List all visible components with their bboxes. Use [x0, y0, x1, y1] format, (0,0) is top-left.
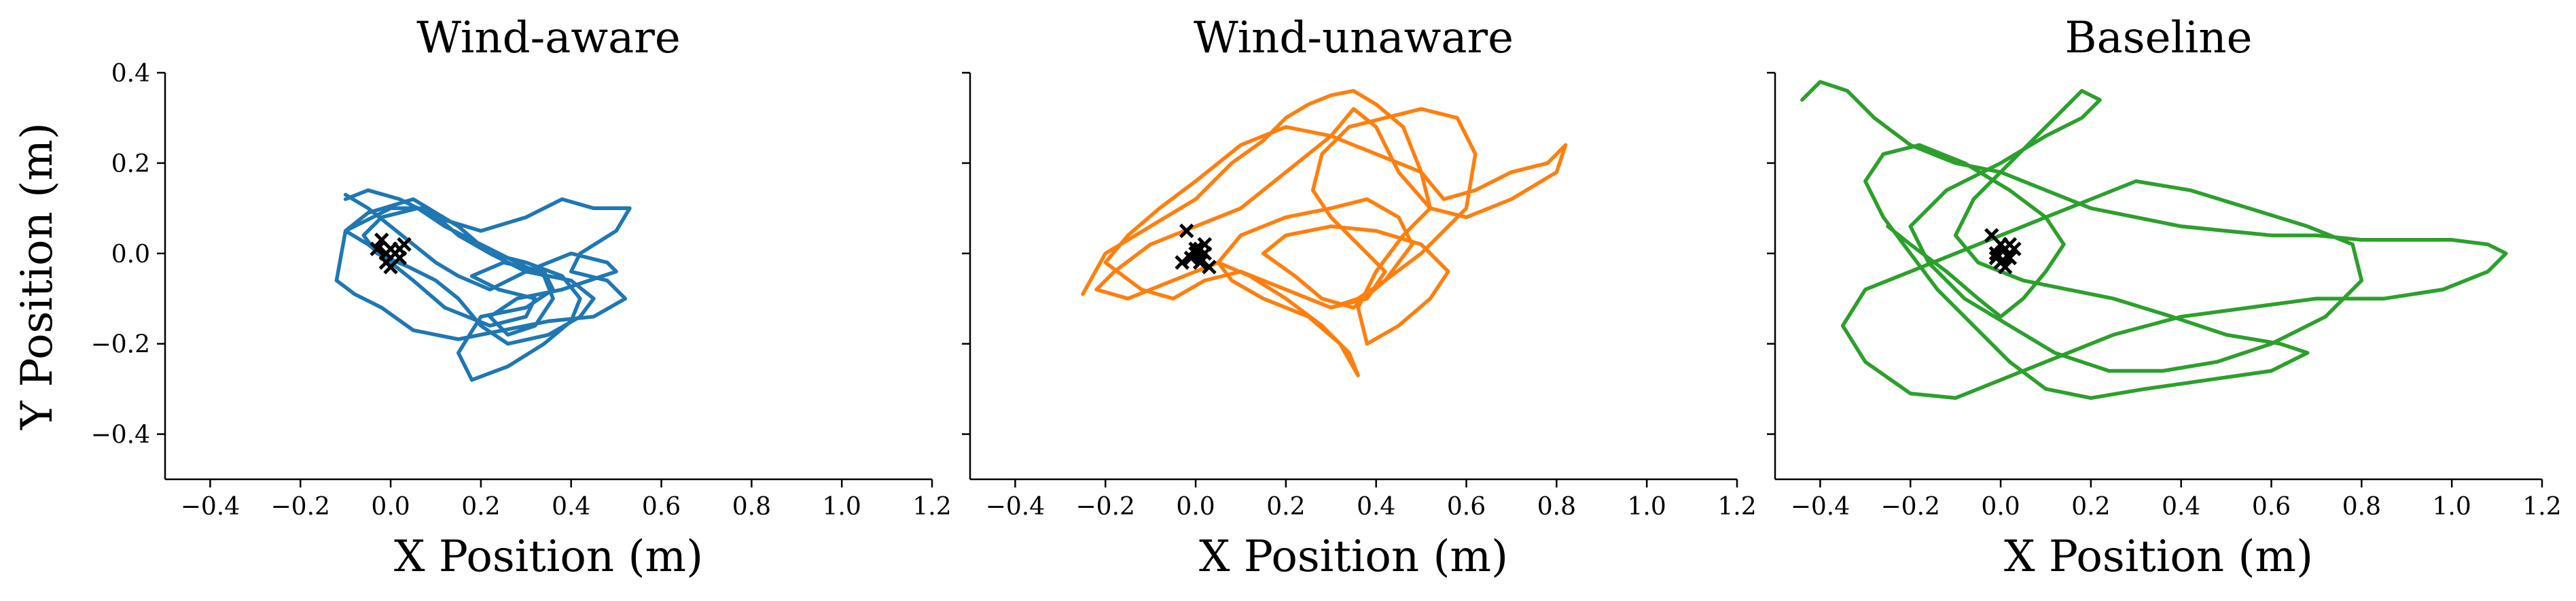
- panel-3: −0.4 −0.2 0.0 0.2 0.4 0.6 0.8 1.0 1.2 Baseline X P…: [1767, 13, 2562, 582]
- x-tick-label: 0.2: [461, 493, 500, 521]
- x-tick-label: 0.6: [642, 493, 681, 521]
- x-tick-label: 0.4: [2162, 493, 2200, 521]
- trajectory-line: [1081, 88, 1568, 377]
- x-axis-label: X Position (m): [2004, 532, 2313, 582]
- x-marker: [1188, 241, 1203, 256]
- y-tick-label: 0.0: [111, 241, 150, 269]
- trajectory-line: [1800, 80, 2508, 400]
- x-tick-label: 1.0: [2433, 493, 2471, 521]
- x-tick-label: −0.4: [181, 493, 240, 521]
- goal-markers: [1175, 223, 1217, 275]
- x-marker: [1179, 223, 1194, 239]
- x-tick-label: 0.0: [1176, 493, 1215, 521]
- x-tick-label: −0.4: [986, 493, 1045, 521]
- x-tick-label: −0.2: [1881, 493, 1940, 521]
- x-tick-label: 1.2: [2522, 493, 2561, 521]
- x-tick-label: 0.6: [2252, 493, 2291, 521]
- panel-2: −0.4 −0.2 0.0 0.2 0.4 0.6 0.8 1.0 1.2 Wind-unawar…: [962, 13, 1757, 582]
- y-tick-label: −0.2: [91, 331, 150, 359]
- x-marker: [370, 241, 384, 256]
- x-tick-label: −0.4: [1791, 493, 1850, 521]
- x-marker: [392, 241, 408, 256]
- y-tick-label: 0.2: [111, 150, 150, 178]
- x-tick-label: 1.2: [1717, 493, 1756, 521]
- x-tick-label: 1.0: [1628, 493, 1666, 521]
- x-marker: [1192, 241, 1208, 256]
- x-tick-label: 0.2: [1266, 493, 1305, 521]
- x-axis-label: X Position (m): [1199, 532, 1508, 582]
- x-tick-label: 0.8: [732, 493, 771, 521]
- x-tick-label: 0.4: [1357, 493, 1395, 521]
- y-axis-label: Y Position (m): [12, 122, 62, 430]
- x-tick-label: 1.2: [912, 493, 951, 521]
- x-marker: [1997, 241, 2013, 256]
- x-marker: [2002, 250, 2018, 266]
- x-tick-label: 0.6: [1447, 493, 1486, 521]
- x-marker: [1192, 255, 1208, 270]
- goal-markers: [1984, 228, 2022, 275]
- panel-title: Wind-aware: [416, 13, 681, 63]
- x-tick-label: 0.8: [2342, 493, 2381, 521]
- x-tick-label: 1.0: [823, 493, 861, 521]
- x-tick-label: −0.2: [1076, 493, 1135, 521]
- y-tick-label: −0.4: [91, 422, 150, 449]
- x-tick-label: 0.0: [371, 493, 410, 521]
- goal-markers: [370, 233, 412, 275]
- x-tick-label: −0.2: [271, 493, 330, 521]
- panel-title: Wind-unaware: [1194, 13, 1514, 63]
- x-marker: [1202, 259, 1217, 275]
- x-axis-label: X Position (m): [394, 532, 703, 582]
- y-tick-label: 0.4: [111, 60, 150, 88]
- x-tick-label: 0.4: [552, 493, 590, 521]
- x-marker: [378, 246, 394, 261]
- panel-title: Baseline: [2065, 13, 2253, 63]
- x-marker: [383, 259, 398, 275]
- x-tick-label: 0.0: [1981, 493, 2020, 521]
- x-marker: [1175, 255, 1189, 270]
- x-tick-label: 0.8: [1537, 493, 1576, 521]
- panel-1: −0.4 −0.2 0.0 0.2 0.4 0.6 0.8 1.0 1.2 −0.4 −0.2 0.0…: [12, 13, 952, 582]
- x-marker: [1988, 246, 2004, 261]
- x-tick-label: 0.2: [2071, 493, 2110, 521]
- trajectory-line: [334, 188, 632, 382]
